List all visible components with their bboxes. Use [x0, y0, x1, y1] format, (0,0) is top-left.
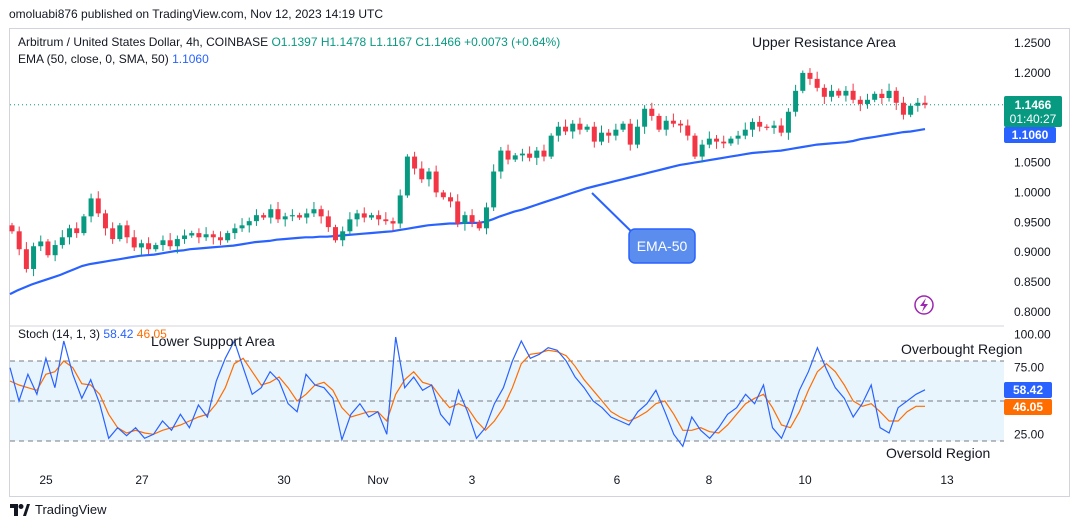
- stoch-legend: Stoch (14, 1, 3) 58.42 46.05: [18, 327, 167, 341]
- close-value: C1.1466: [415, 35, 461, 49]
- ema-label[interactable]: EMA (50, close, 0, SMA, 50): [18, 52, 169, 66]
- footer-brand[interactable]: TradingView: [10, 502, 107, 517]
- low-value: L1.1167: [369, 35, 413, 49]
- stoch-d-value: 46.05: [136, 327, 167, 341]
- chart-frame: [9, 28, 1070, 497]
- high-value: H1.1478: [320, 35, 367, 49]
- open-value: O1.1397: [271, 35, 318, 49]
- symbol-legend: Arbitrum / United States Dollar, 4h, COI…: [18, 35, 560, 49]
- tradingview-logo-icon: [10, 503, 30, 516]
- ema-value: 1.1060: [172, 52, 209, 66]
- stoch-k-value: 58.42: [103, 327, 134, 341]
- stoch-label[interactable]: Stoch (14, 1, 3): [18, 327, 101, 341]
- change-value: +0.0073 (+0.64%): [464, 35, 561, 49]
- ema-legend: EMA (50, close, 0, SMA, 50) 1.1060: [18, 52, 209, 66]
- symbol-name[interactable]: Arbitrum / United States Dollar, 4h, COI…: [18, 35, 269, 49]
- footer-brand-text: TradingView: [35, 502, 107, 517]
- publisher-header: omoluabi876 published on TradingView.com…: [9, 7, 384, 21]
